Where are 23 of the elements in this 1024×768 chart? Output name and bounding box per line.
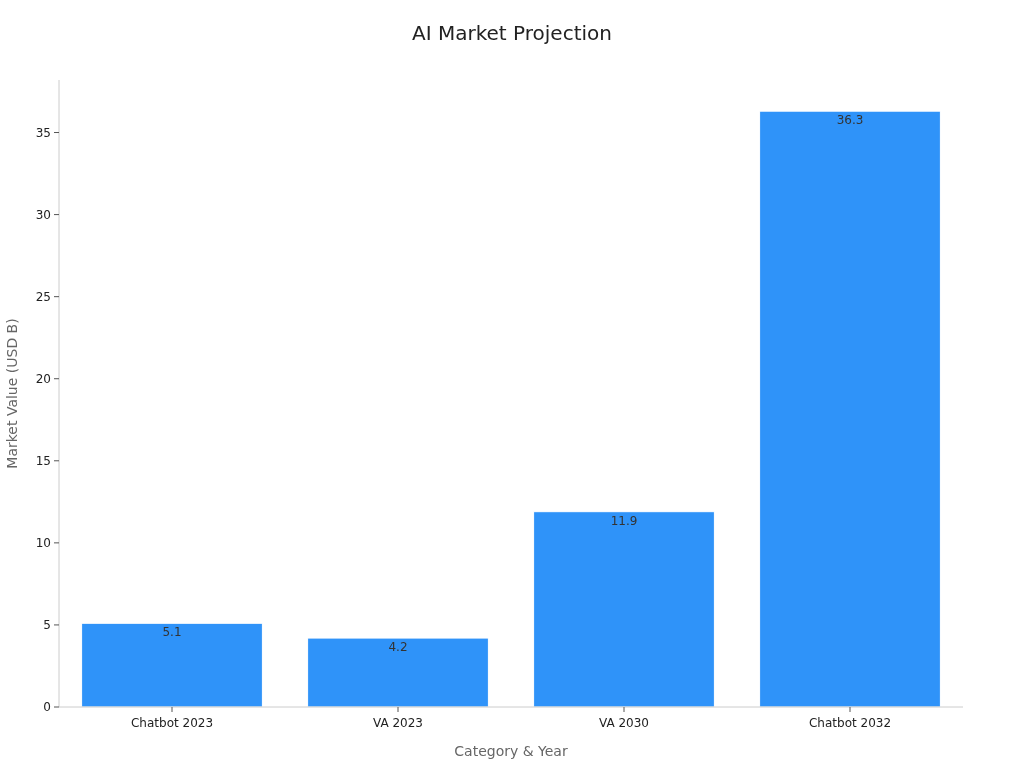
- x-tick-label: VA 2030: [598, 716, 650, 730]
- y-tick-label: 25: [35, 289, 51, 304]
- x-tick-label: Chatbot 2032: [808, 716, 892, 730]
- bar: [307, 637, 489, 708]
- y-tick-label: 20: [35, 371, 51, 386]
- bar: [759, 110, 941, 708]
- data-label: 5.1: [162, 625, 182, 640]
- bar: [81, 622, 263, 708]
- y-axis-title: Market Value (USD B): [4, 318, 20, 469]
- data-label: 11.9: [610, 513, 638, 528]
- y-tick-label: 35: [35, 125, 51, 140]
- data-label: 4.2: [388, 640, 408, 655]
- x-axis-title: Category & Year: [454, 743, 568, 759]
- chart-title: AI Market Projection: [412, 21, 612, 45]
- data-label: 36.3: [836, 113, 864, 128]
- y-tick-label: 0: [43, 700, 51, 715]
- bar: [533, 511, 715, 708]
- y-tick-label: 15: [35, 454, 51, 468]
- x-tick-label: VA 2023: [372, 716, 424, 730]
- y-tick-label: 10: [35, 536, 51, 551]
- x-tick-label: Chatbot 2023: [130, 716, 214, 730]
- y-tick-label: 30: [35, 207, 51, 222]
- y-tick-label: 5: [43, 618, 51, 633]
